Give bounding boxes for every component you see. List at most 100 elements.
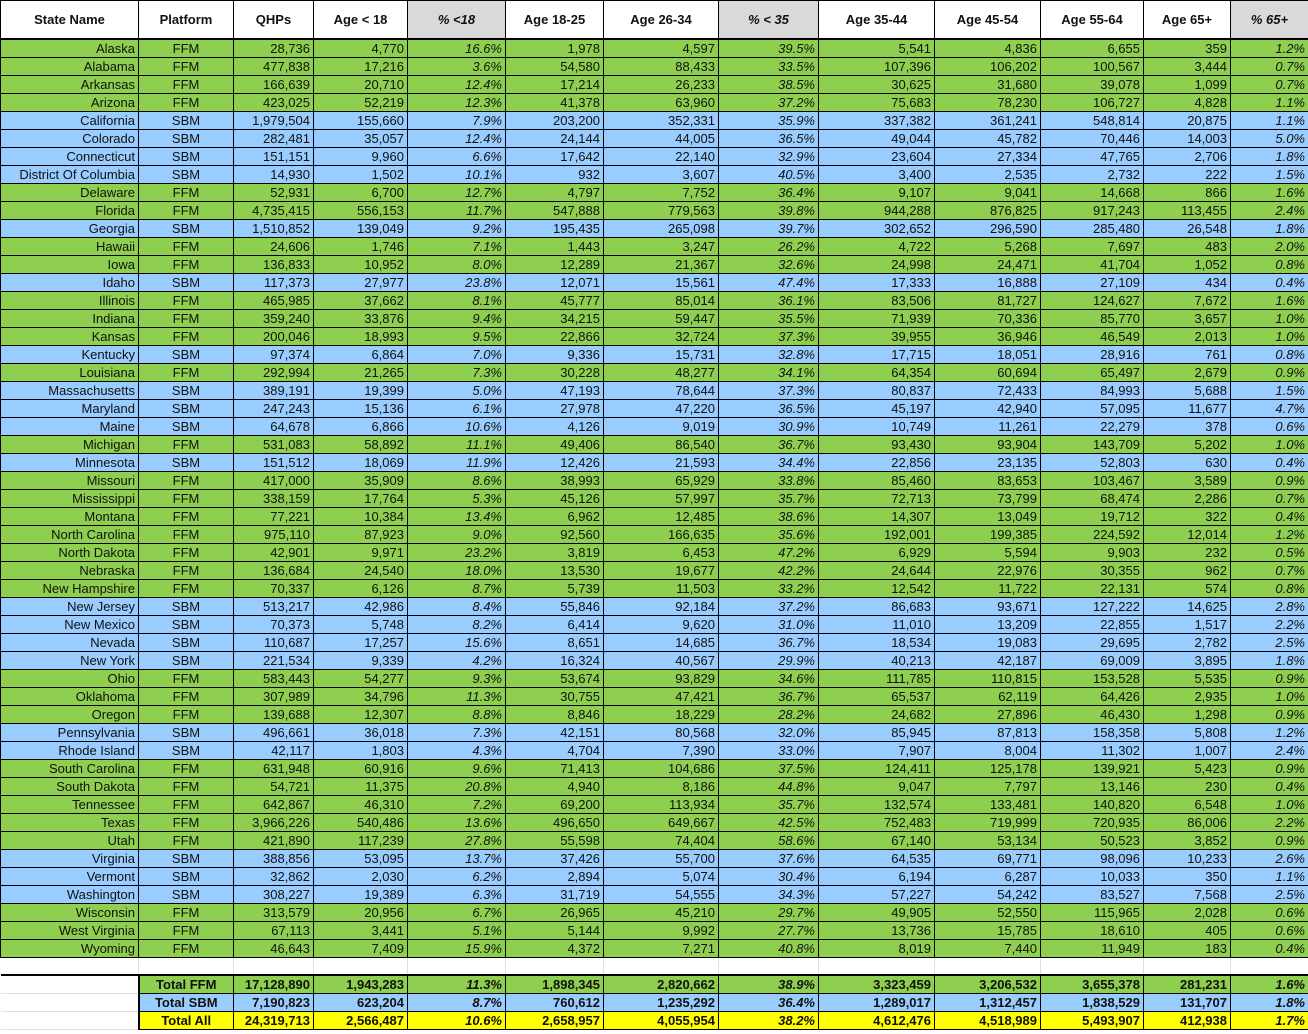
cell-age-35-44[interactable]: 24,644 (818, 561, 935, 580)
cell-35[interactable]: 39.5% (718, 38, 819, 58)
cell-age-45-54[interactable]: 719,999 (934, 813, 1041, 832)
cell-age-65[interactable]: 86,006 (1143, 813, 1231, 832)
cell-age-65[interactable]: 574 (1143, 579, 1231, 598)
cell-age-45-54[interactable]: 23,135 (934, 453, 1041, 472)
cell-qhps[interactable]: 421,890 (233, 831, 314, 850)
cell-qhps[interactable]: 308,227 (233, 885, 314, 904)
cell-age-55-64[interactable]: 143,709 (1040, 435, 1144, 454)
total-cell-age-65[interactable]: 131,707 (1143, 993, 1231, 1012)
total-cell-qhps[interactable]: 7,190,823 (233, 993, 314, 1012)
cell-age-35-44[interactable]: 64,354 (818, 363, 935, 382)
cell-age-55-64[interactable]: 83,527 (1040, 885, 1144, 904)
cell-35[interactable]: 32.0% (718, 723, 819, 742)
cell-age-65[interactable]: 405 (1143, 921, 1231, 940)
cell-age-18[interactable]: 540,486 (313, 813, 408, 832)
cell-age-55-64[interactable]: 28,916 (1040, 345, 1144, 364)
cell-65[interactable]: 0.7% (1230, 75, 1308, 94)
cell-18[interactable]: 11.9% (407, 453, 506, 472)
cell-age-26-34[interactable]: 54,555 (603, 885, 719, 904)
cell-18[interactable]: 7.2% (407, 795, 506, 814)
cell-age-35-44[interactable]: 49,044 (818, 129, 935, 148)
cell-age-55-64[interactable]: 7,697 (1040, 237, 1144, 256)
cell-state-name[interactable]: Maine (0, 417, 139, 436)
cell-age-26-34[interactable]: 779,563 (603, 201, 719, 220)
cell-age-26-34[interactable]: 12,485 (603, 507, 719, 526)
cell-65[interactable]: 1.8% (1230, 219, 1308, 238)
cell-age-18[interactable]: 6,126 (313, 579, 408, 598)
cell-qhps[interactable]: 221,534 (233, 651, 314, 670)
cell-qhps[interactable]: 32,862 (233, 867, 314, 886)
cell-35[interactable]: 40.5% (718, 165, 819, 184)
cell-age-45-54[interactable]: 4,836 (934, 38, 1041, 58)
total-cell-age-55-64[interactable]: 1,838,529 (1040, 993, 1144, 1012)
cell-platform[interactable]: FFM (138, 507, 234, 526)
cell-age-26-34[interactable]: 9,992 (603, 921, 719, 940)
cell-age-55-64[interactable]: 47,765 (1040, 147, 1144, 166)
cell-state-name[interactable]: Missouri (0, 471, 139, 490)
cell-35[interactable]: 33.2% (718, 579, 819, 598)
cell-age-55-64[interactable]: 46,549 (1040, 327, 1144, 346)
cell-platform[interactable]: FFM (138, 669, 234, 688)
cell-platform[interactable]: FFM (138, 471, 234, 490)
cell-age-65[interactable]: 1,517 (1143, 615, 1231, 634)
cell-age-35-44[interactable]: 4,722 (818, 237, 935, 256)
cell-qhps[interactable]: 28,736 (233, 38, 314, 58)
cell-65[interactable]: 2.5% (1230, 885, 1308, 904)
cell-age-26-34[interactable]: 7,271 (603, 939, 719, 958)
cell-age-65[interactable]: 2,028 (1143, 903, 1231, 922)
cell-age-65[interactable]: 10,233 (1143, 849, 1231, 868)
cell-state-name[interactable]: Arizona (0, 93, 139, 112)
cell-age-26-34[interactable]: 92,184 (603, 597, 719, 616)
cell-state-name[interactable]: Ohio (0, 669, 139, 688)
column-header-qhps[interactable]: QHPs (233, 0, 314, 40)
cell-qhps[interactable]: 117,373 (233, 273, 314, 292)
cell-qhps[interactable]: 4,735,415 (233, 201, 314, 220)
cell-age-35-44[interactable]: 64,535 (818, 849, 935, 868)
cell-age-45-54[interactable]: 18,051 (934, 345, 1041, 364)
cell-age-65[interactable]: 14,625 (1143, 597, 1231, 616)
cell-65[interactable]: 0.9% (1230, 831, 1308, 850)
cell-65[interactable]: 0.8% (1230, 345, 1308, 364)
cell-qhps[interactable]: 151,151 (233, 147, 314, 166)
total-cell-qhps[interactable]: 24,319,713 (233, 1011, 314, 1030)
cell-age-65[interactable]: 12,014 (1143, 525, 1231, 544)
cell-35[interactable]: 39.8% (718, 201, 819, 220)
cell-qhps[interactable]: 531,083 (233, 435, 314, 454)
cell-65[interactable]: 2.6% (1230, 849, 1308, 868)
cell-18[interactable]: 10.6% (407, 417, 506, 436)
cell-age-65[interactable]: 1,099 (1143, 75, 1231, 94)
cell-age-65[interactable]: 113,455 (1143, 201, 1231, 220)
total-cell-18[interactable]: 10.6% (407, 1011, 506, 1030)
cell-18[interactable]: 8.6% (407, 471, 506, 490)
cell-platform[interactable]: FFM (138, 561, 234, 580)
total-cell-age-18-25[interactable]: 2,658,957 (505, 1011, 604, 1030)
cell-65[interactable]: 0.9% (1230, 363, 1308, 382)
empty-cell[interactable] (233, 957, 314, 976)
total-cell-age-55-64[interactable]: 3,655,378 (1040, 974, 1144, 994)
cell-age-35-44[interactable]: 6,929 (818, 543, 935, 562)
cell-qhps[interactable]: 52,931 (233, 183, 314, 202)
cell-18[interactable]: 23.8% (407, 273, 506, 292)
cell-age-26-34[interactable]: 26,233 (603, 75, 719, 94)
cell-age-18[interactable]: 58,892 (313, 435, 408, 454)
cell-state-name[interactable]: New Jersey (0, 597, 139, 616)
cell-age-45-54[interactable]: 69,771 (934, 849, 1041, 868)
cell-platform[interactable]: SBM (138, 399, 234, 418)
column-header-age-26-34[interactable]: Age 26-34 (603, 0, 719, 40)
cell-age-18-25[interactable]: 30,228 (505, 363, 604, 382)
cell-65[interactable]: 0.9% (1230, 705, 1308, 724)
cell-age-55-64[interactable]: 115,965 (1040, 903, 1144, 922)
cell-age-26-34[interactable]: 45,210 (603, 903, 719, 922)
cell-age-18-25[interactable]: 12,426 (505, 453, 604, 472)
cell-age-35-44[interactable]: 85,945 (818, 723, 935, 742)
cell-age-18-25[interactable]: 31,719 (505, 885, 604, 904)
cell-65[interactable]: 1.1% (1230, 93, 1308, 112)
cell-age-55-64[interactable]: 127,222 (1040, 597, 1144, 616)
cell-35[interactable]: 32.9% (718, 147, 819, 166)
cell-65[interactable]: 1.6% (1230, 183, 1308, 202)
cell-35[interactable]: 36.7% (718, 633, 819, 652)
cell-35[interactable]: 33.5% (718, 57, 819, 76)
cell-age-18[interactable]: 20,710 (313, 75, 408, 94)
cell-qhps[interactable]: 42,117 (233, 741, 314, 760)
cell-age-18-25[interactable]: 4,126 (505, 417, 604, 436)
